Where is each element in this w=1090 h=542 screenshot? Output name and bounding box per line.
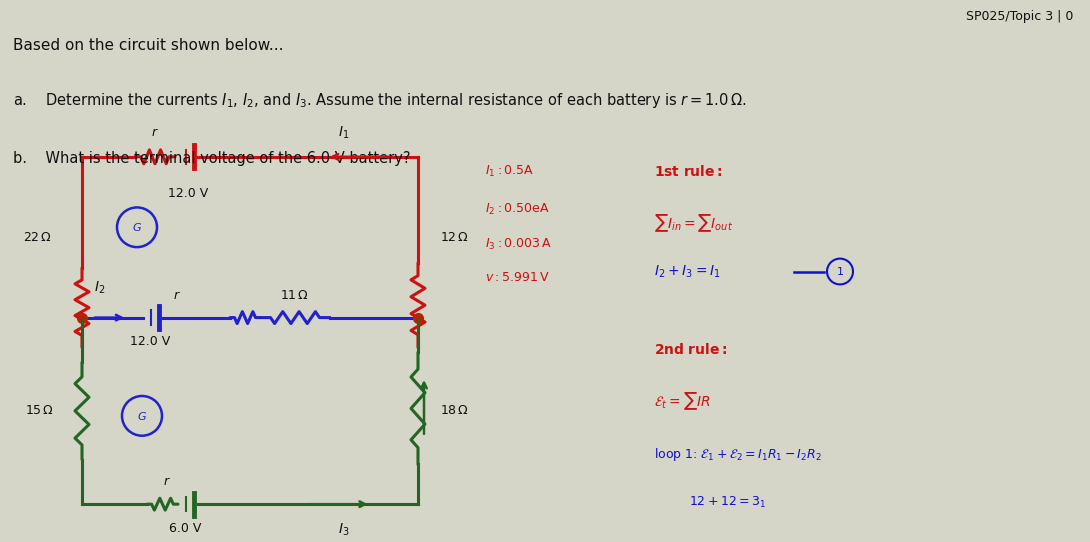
Text: 12.0 V: 12.0 V: [130, 335, 170, 349]
Text: $I_1$: $I_1$: [338, 125, 349, 141]
Text: $I_1 : 0.5\mathrm{A}$: $I_1 : 0.5\mathrm{A}$: [485, 164, 534, 179]
Text: b.    What is the terminal voltage of the 6.0 V battery?: b. What is the terminal voltage of the 6…: [13, 151, 411, 166]
Text: $I_3$: $I_3$: [338, 522, 349, 538]
Text: loop 1: $\mathcal{E}_1 + \mathcal{E}_2 = I_1R_1 - I_2R_2$: loop 1: $\mathcal{E}_1 + \mathcal{E}_2 =…: [654, 447, 822, 463]
Text: $G$: $G$: [137, 410, 147, 422]
Text: $I_2 : 0.50\mathrm{eA}$: $I_2 : 0.50\mathrm{eA}$: [485, 202, 549, 217]
Text: $\sum I_{in} = \sum I_{out}$: $\sum I_{in} = \sum I_{out}$: [654, 212, 734, 234]
Text: $G$: $G$: [132, 221, 142, 233]
Text: $\mathcal{E}_t = \sum IR$: $\mathcal{E}_t = \sum IR$: [654, 390, 711, 412]
Text: 12.0 V: 12.0 V: [168, 186, 208, 199]
Text: $I_3 : 0.003\,\mathrm{A}$: $I_3 : 0.003\,\mathrm{A}$: [485, 237, 552, 252]
Text: $r$: $r$: [152, 126, 159, 139]
Text: a.    Determine the currents $I_1$, $I_2$, and $I_3$. Assume the internal resist: a. Determine the currents $I_1$, $I_2$, …: [13, 92, 747, 111]
Text: $12 + 12 = 3_1$: $12 + 12 = 3_1$: [689, 495, 766, 510]
Text: $18\,\Omega$: $18\,\Omega$: [440, 404, 469, 417]
Text: SP025/Topic 3 | 0: SP025/Topic 3 | 0: [966, 10, 1074, 23]
Text: $I_2 + I_3 = I_1$: $I_2 + I_3 = I_1$: [654, 263, 720, 280]
Text: $r$: $r$: [164, 475, 171, 488]
Text: $\mathbf{2nd\ rule:}$: $\mathbf{2nd\ rule:}$: [654, 341, 727, 357]
Text: $I_2$: $I_2$: [94, 279, 106, 296]
Text: 1: 1: [836, 267, 844, 276]
Text: Based on the circuit shown below...: Based on the circuit shown below...: [13, 37, 283, 53]
Text: $22\,\Omega$: $22\,\Omega$: [23, 231, 52, 244]
Text: $\mathbf{1st\ rule:}$: $\mathbf{1st\ rule:}$: [654, 164, 723, 179]
Text: $12\,\Omega$: $12\,\Omega$: [440, 231, 469, 244]
Text: $15\,\Omega$: $15\,\Omega$: [25, 404, 54, 417]
Text: $r$: $r$: [173, 289, 181, 302]
Text: $11\,\Omega$: $11\,\Omega$: [280, 289, 310, 302]
Text: 6.0 V: 6.0 V: [169, 522, 202, 535]
Text: $v : 5.991\,\mathrm{V}$: $v : 5.991\,\mathrm{V}$: [485, 270, 549, 283]
